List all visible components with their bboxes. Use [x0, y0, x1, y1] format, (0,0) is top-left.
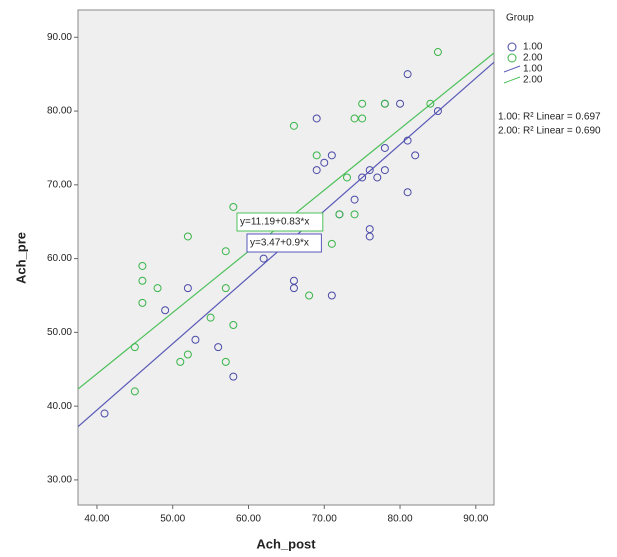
y-tick-label: 40.00	[47, 401, 72, 412]
x-tick-label: 90.00	[463, 514, 488, 525]
point	[221, 247, 230, 256]
point	[403, 136, 412, 145]
point	[183, 284, 192, 293]
point	[411, 151, 420, 160]
point	[358, 114, 367, 123]
r2-label: 1.00: R² Linear = 0.697	[498, 112, 601, 123]
legend-line	[503, 65, 521, 73]
point	[161, 306, 170, 315]
legend-label: 1.00	[523, 64, 543, 75]
point	[433, 48, 442, 57]
r2-label: 2.00: R² Linear = 0.690	[498, 126, 601, 137]
point	[214, 343, 223, 352]
y-axis-title: Ach_pre	[13, 232, 28, 284]
point	[138, 276, 147, 285]
point	[312, 166, 321, 175]
legend-label: 2.00	[523, 53, 543, 64]
equation-label: y=3.47+0.9*x	[250, 238, 309, 249]
equation-box	[246, 233, 322, 253]
point	[221, 284, 230, 293]
point	[259, 254, 268, 263]
point	[221, 357, 230, 366]
point	[130, 387, 139, 396]
point	[312, 151, 321, 160]
legend-title: Group	[506, 13, 534, 24]
point	[373, 173, 382, 182]
equation-box	[236, 212, 324, 232]
point	[320, 158, 329, 167]
point	[305, 291, 314, 300]
point	[350, 195, 359, 204]
point	[342, 173, 351, 182]
legend-marker	[507, 53, 517, 63]
point	[229, 372, 238, 381]
point	[358, 99, 367, 108]
point	[327, 239, 336, 248]
y-tick-label: 80.00	[47, 106, 72, 117]
point	[380, 143, 389, 152]
legend-label: 1.00	[523, 42, 543, 53]
point	[206, 313, 215, 322]
point	[130, 343, 139, 352]
point	[380, 166, 389, 175]
point	[229, 321, 238, 329]
point	[138, 261, 147, 270]
point	[403, 70, 412, 79]
y-tick-label: 50.00	[47, 327, 72, 338]
equation-label: y=11.19+0.83*x	[240, 217, 309, 228]
x-tick-label: 80.00	[388, 514, 413, 525]
point	[350, 210, 359, 219]
legend-label: 2.00	[523, 75, 543, 86]
point	[100, 409, 109, 418]
y-tick-label: 90.00	[47, 32, 72, 43]
point	[229, 202, 238, 211]
point	[191, 335, 200, 344]
y-tick-label: 70.00	[47, 179, 72, 190]
x-tick-label: 60.00	[236, 514, 261, 525]
y-tick-label: 60.00	[47, 253, 72, 264]
point	[327, 291, 336, 300]
plot-area	[77, 9, 495, 506]
point	[426, 99, 435, 108]
x-tick-label: 40.00	[84, 514, 109, 525]
legend-line	[503, 76, 521, 84]
legend-marker	[507, 42, 517, 52]
point	[327, 151, 336, 160]
point	[183, 232, 192, 241]
y-tick-label: 30.00	[47, 475, 72, 486]
x-tick-label: 70.00	[312, 514, 337, 525]
point	[365, 166, 374, 175]
point	[335, 210, 344, 219]
point	[138, 298, 147, 307]
point	[289, 284, 298, 293]
point	[403, 188, 412, 197]
point	[183, 350, 192, 359]
x-tick-label: 50.00	[160, 514, 185, 525]
point	[289, 121, 298, 130]
point	[312, 114, 321, 123]
point	[176, 357, 185, 366]
point	[365, 232, 374, 241]
x-axis-title: Ach_post	[256, 536, 316, 551]
point	[350, 114, 359, 123]
point	[396, 99, 405, 108]
point	[380, 99, 389, 108]
point	[358, 173, 367, 182]
point	[433, 107, 442, 116]
point	[153, 284, 162, 293]
